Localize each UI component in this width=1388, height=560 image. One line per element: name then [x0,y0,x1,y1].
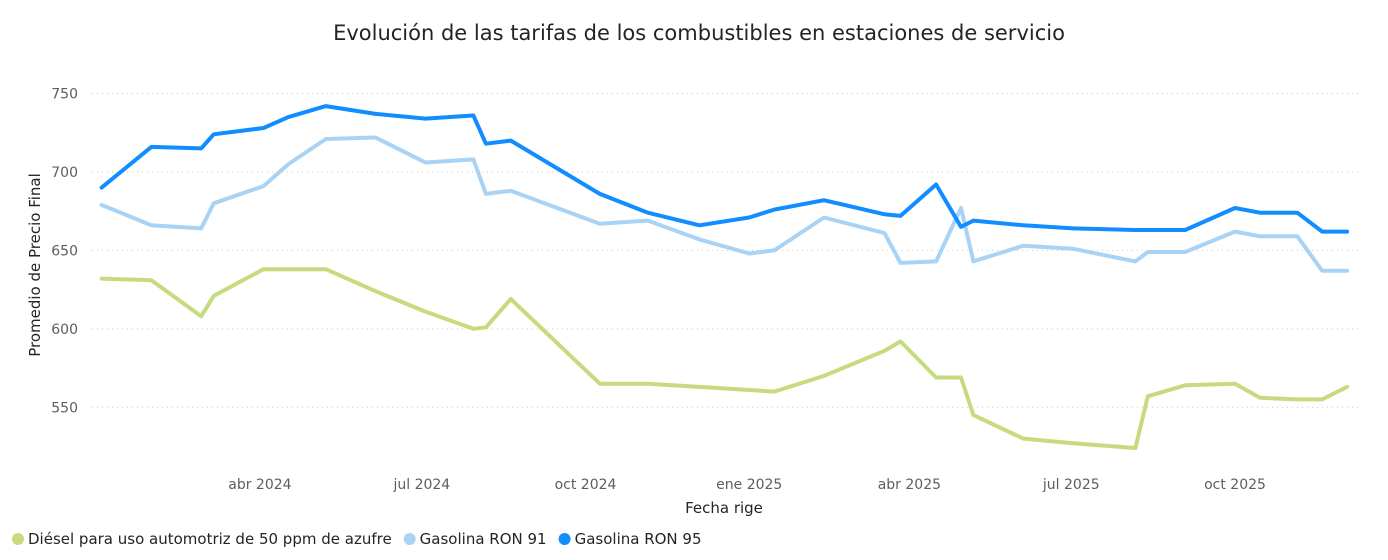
legend-item-0[interactable]: Diésel para uso automotriz de 50 ppm de … [12,530,392,548]
legend-marker-icon [558,533,571,545]
x-tick-label: oct 2025 [1204,477,1266,493]
x-tick-label: abr 2025 [878,477,941,493]
legend-label: Gasolina RON 91 [420,530,547,548]
x-axis-title: Fecha rige [685,499,763,517]
x-axis-ticks: abr 2024 jul 2024 oct 2024 ene 2025 abr 2025… [228,477,1266,493]
gridlines [92,93,1362,408]
x-tick-label: abr 2024 [228,477,291,493]
legend-item-1[interactable]: Gasolina RON 91 [403,530,547,548]
x-tick-label: jul 2025 [1042,477,1100,493]
chart-title: Evolución de las tarifas de los combusti… [333,21,1065,45]
series-line-0[interactable] [99,267,1350,450]
legend[interactable]: Diésel para uso automotriz de 50 ppm de … [12,530,702,548]
y-tick-label: 650 [51,243,78,259]
y-axis-title: Promedio de Precio Final [26,173,44,357]
y-axis-ticks: 550 600 650 700 750 [51,87,78,417]
y-tick-label: 700 [51,165,78,181]
legend-marker-icon [12,533,24,545]
series-lines [99,104,1350,450]
legend-label: Gasolina RON 95 [575,530,702,548]
x-tick-label: oct 2024 [555,477,617,493]
y-tick-label: 550 [51,400,78,416]
legend-label: Diésel para uso automotriz de 50 ppm de … [28,530,392,548]
x-tick-label: jul 2024 [392,477,450,493]
series-line-1[interactable] [99,135,1350,273]
y-tick-label: 600 [51,322,78,338]
series-line-2[interactable] [99,104,1350,234]
legend-marker-icon [403,533,416,545]
legend-item-2[interactable]: Gasolina RON 95 [558,530,702,548]
y-tick-label: 750 [51,87,78,103]
x-tick-label: ene 2025 [716,477,782,493]
